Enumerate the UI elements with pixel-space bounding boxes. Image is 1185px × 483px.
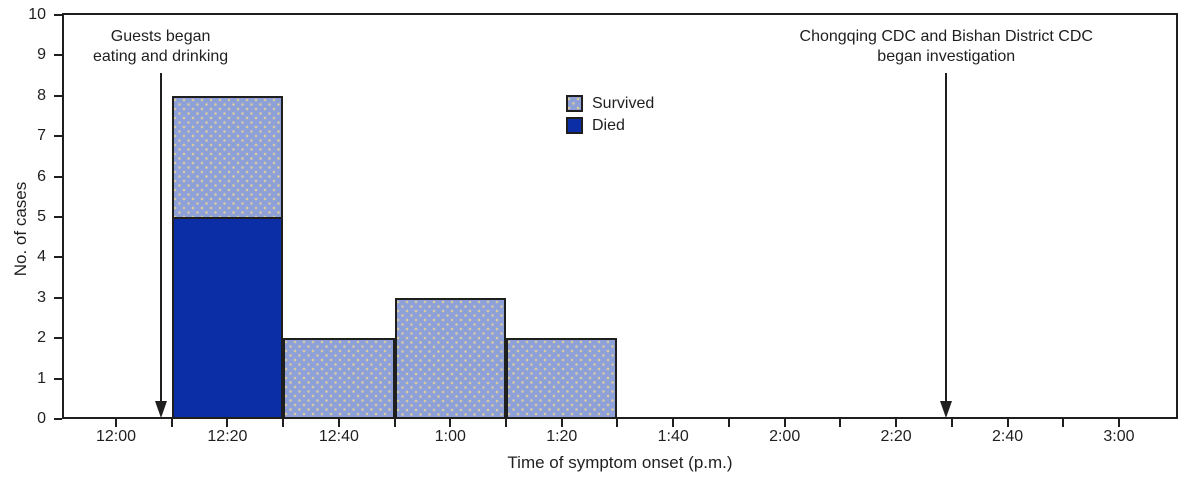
x-tick-label: 12:20 bbox=[207, 428, 248, 445]
x-tick bbox=[115, 419, 117, 427]
x-tick bbox=[226, 419, 229, 427]
legend-label-died: Died bbox=[592, 117, 625, 134]
legend-label-survived: Survived bbox=[592, 95, 655, 112]
bar-segment-survived bbox=[394, 297, 507, 419]
x-tick bbox=[337, 419, 340, 427]
x-tick-label: 2:40 bbox=[991, 428, 1024, 445]
x-tick bbox=[895, 419, 898, 427]
y-tick-label: 3 bbox=[37, 288, 46, 306]
x-tick bbox=[449, 419, 452, 427]
annotation-arrowhead-icon bbox=[940, 401, 953, 418]
x-tick bbox=[282, 419, 285, 427]
annotation-text-line: eating and drinking bbox=[92, 48, 229, 65]
x-tick bbox=[170, 419, 173, 427]
x-tick bbox=[950, 419, 953, 427]
y-tick-label: 1 bbox=[37, 369, 46, 387]
x-tick-label: 3:00 bbox=[1103, 428, 1135, 445]
bar-segment-died bbox=[171, 217, 284, 419]
x-tick bbox=[783, 419, 786, 427]
y-tick-label: 2 bbox=[37, 329, 46, 347]
y-tick-label: 8 bbox=[37, 86, 46, 104]
legend-item-survived: Survived bbox=[566, 95, 654, 112]
annotation-arrowhead-icon bbox=[154, 401, 167, 418]
y-tick-label: 5 bbox=[37, 208, 46, 225]
y-tick-label: 4 bbox=[37, 248, 46, 266]
legend-swatch-survived bbox=[566, 95, 583, 112]
bar-segment-survived bbox=[506, 338, 618, 419]
y-tick bbox=[54, 296, 62, 299]
annotation-text-line: Guests began bbox=[110, 28, 211, 45]
x-tick-label: 1:00 bbox=[434, 428, 466, 445]
y-tick bbox=[54, 14, 62, 16]
y-tick-label: 10 bbox=[28, 6, 46, 23]
x-tick-label: 12:00 bbox=[95, 428, 137, 445]
x-tick-label: 2:00 bbox=[769, 428, 801, 445]
y-tick-label: 0 bbox=[37, 410, 46, 427]
legend-swatch-died bbox=[566, 117, 583, 134]
x-tick bbox=[672, 419, 675, 427]
x-tick bbox=[1006, 419, 1009, 427]
x-tick bbox=[616, 419, 619, 427]
x-tick bbox=[505, 419, 508, 427]
y-tick bbox=[54, 337, 62, 340]
y-tick bbox=[54, 418, 62, 420]
x-tick-label: 2:20 bbox=[880, 428, 912, 445]
annotation-arrow-line bbox=[159, 73, 162, 402]
y-tick bbox=[54, 256, 62, 259]
legend-item-died: Died bbox=[566, 117, 654, 134]
y-tick bbox=[54, 175, 62, 178]
x-tick-label: 12:40 bbox=[318, 428, 359, 445]
y-tick-label: 6 bbox=[37, 167, 46, 185]
y-tick bbox=[54, 54, 62, 57]
y-tick bbox=[54, 216, 62, 218]
x-axis-title: Time of symptom onset (p.m.) bbox=[507, 453, 733, 472]
annotation-text: Chongqing CDC and Bishan District CDC beg… bbox=[746, 27, 1146, 67]
y-tick bbox=[54, 135, 62, 138]
x-tick bbox=[839, 419, 842, 427]
x-tick bbox=[393, 419, 396, 427]
x-tick bbox=[1117, 419, 1120, 427]
y-tick bbox=[54, 377, 62, 380]
annotation-arrow-line bbox=[945, 73, 948, 402]
x-tick-label: 1:40 bbox=[657, 428, 689, 445]
bar-segment-survived bbox=[283, 338, 395, 419]
annotation-text-line: began investigation bbox=[877, 48, 1016, 65]
annotation-text: Guests began eating and drinking bbox=[0, 27, 361, 67]
x-tick-label: 1:20 bbox=[546, 428, 578, 445]
legend: Survived Died bbox=[566, 95, 654, 134]
y-tick-label: 9 bbox=[37, 46, 46, 64]
y-tick-label: 7 bbox=[37, 127, 46, 145]
x-tick bbox=[1062, 419, 1065, 427]
x-tick bbox=[560, 419, 563, 427]
x-tick bbox=[727, 419, 730, 427]
y-tick bbox=[54, 94, 62, 97]
annotation-text-line: Chongqing CDC and Bishan District CDC bbox=[799, 28, 1093, 45]
